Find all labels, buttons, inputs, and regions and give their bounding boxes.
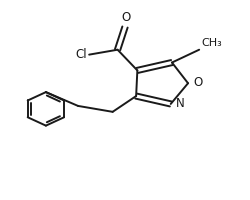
Text: N: N (176, 97, 185, 110)
Text: CH₃: CH₃ (201, 38, 222, 48)
Text: O: O (122, 11, 131, 24)
Text: O: O (194, 76, 203, 89)
Text: Cl: Cl (76, 48, 87, 61)
